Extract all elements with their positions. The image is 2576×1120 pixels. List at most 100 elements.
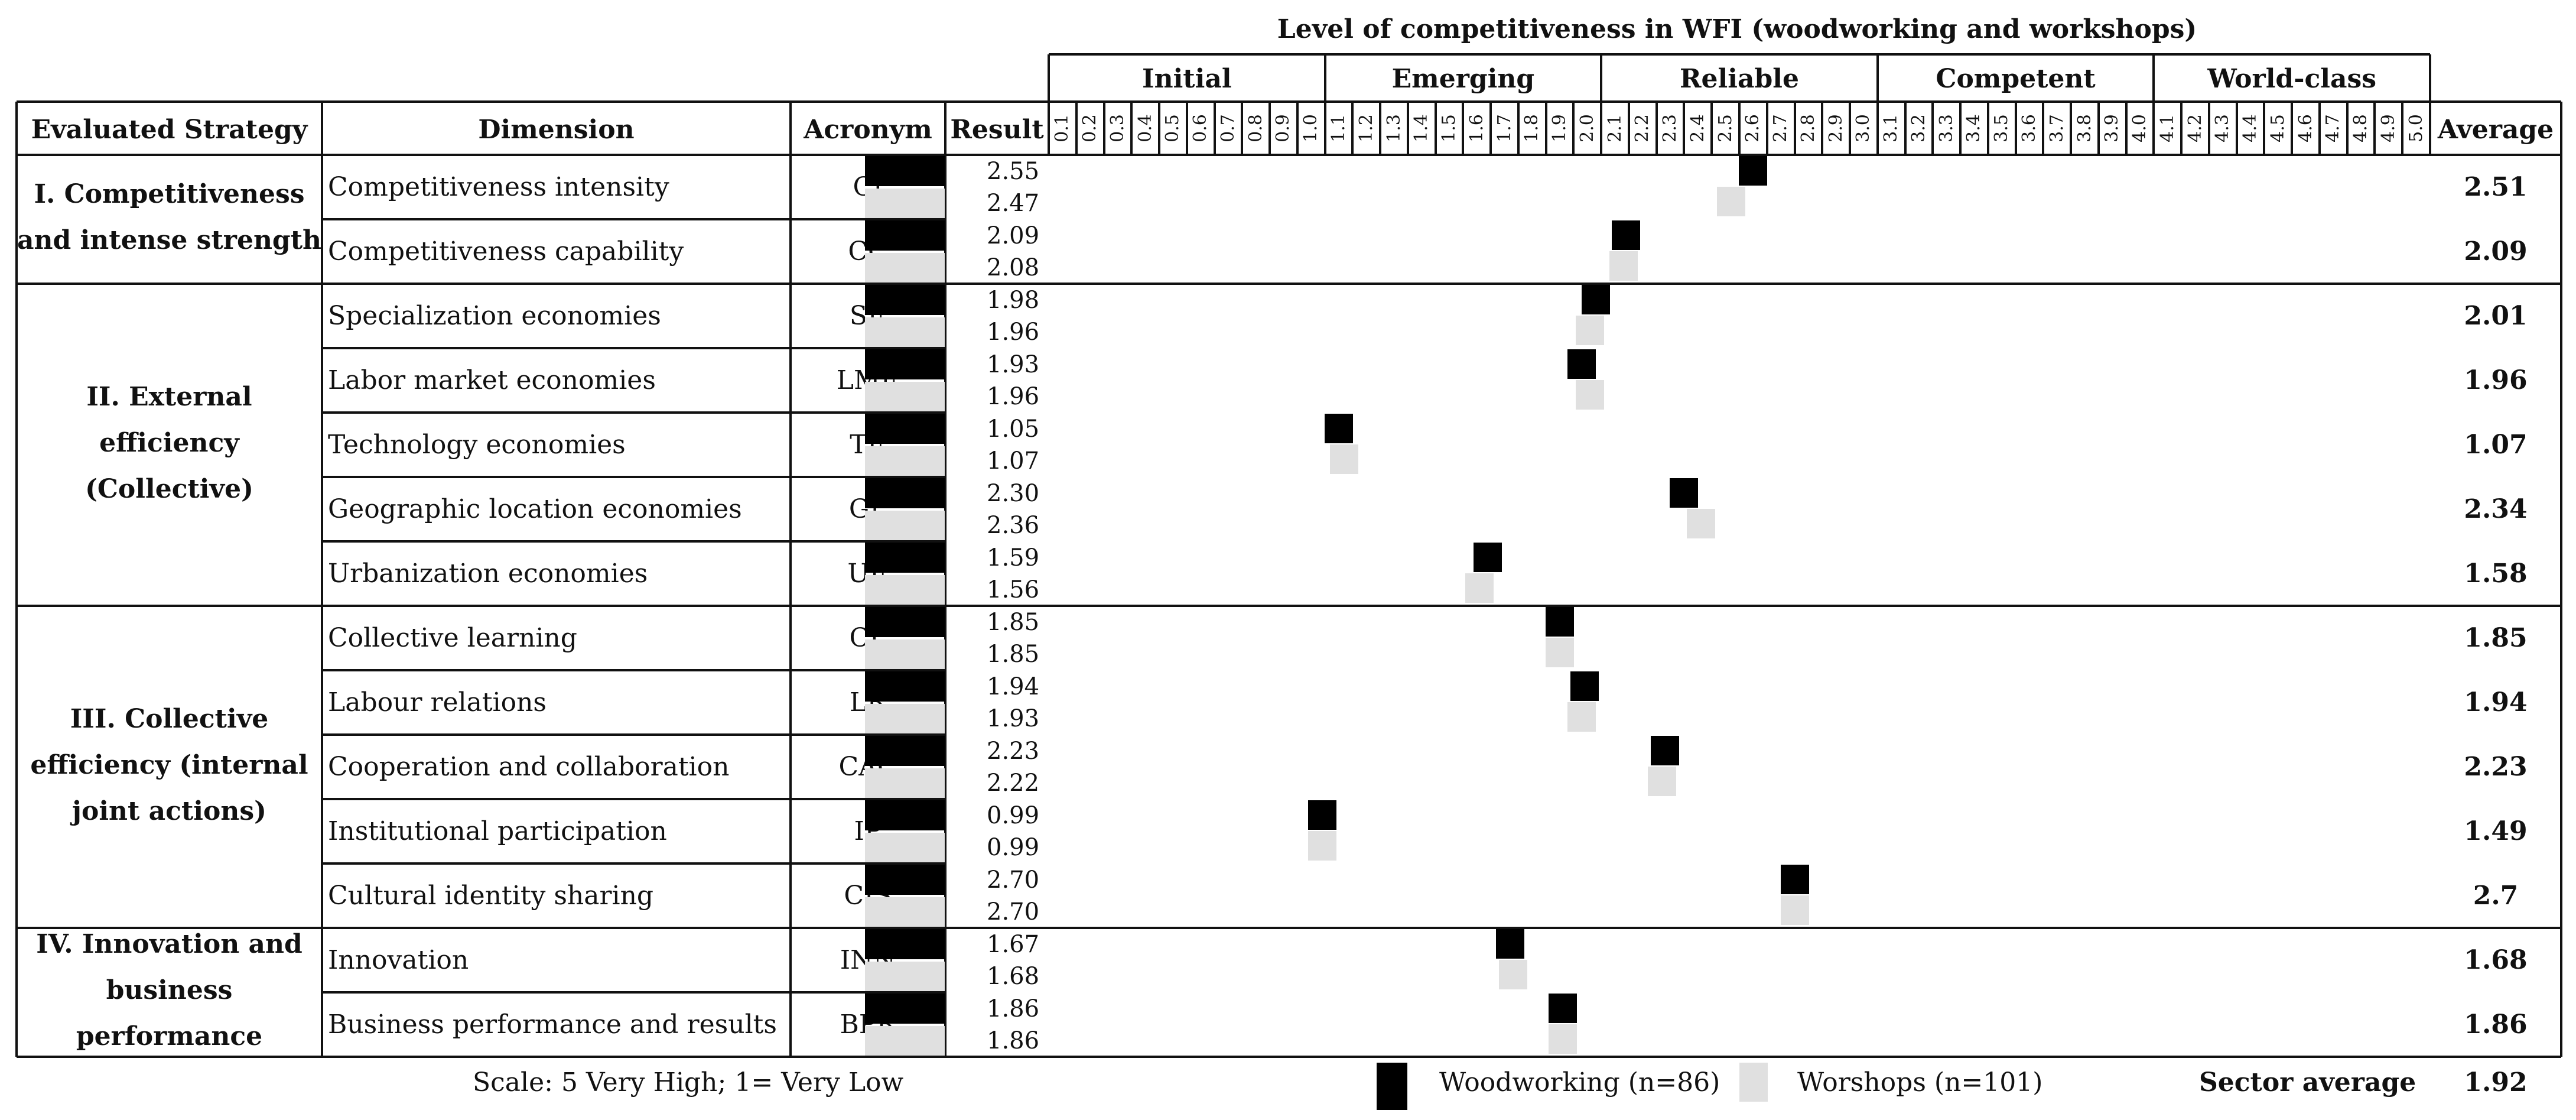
marker-workshops [1716, 187, 1745, 216]
result-workshops: 1.86 [987, 1027, 1040, 1054]
header-acronym: Acronym [804, 115, 932, 145]
grid-line [2207, 102, 2210, 155]
tick-label: 3.8 [2074, 114, 2095, 142]
sector-average-value: 1.92 [2464, 1067, 2528, 1098]
grid-line [1049, 53, 2430, 56]
result-swatch-workshops [865, 897, 945, 927]
grid-line [322, 540, 945, 543]
tick-label: 2.4 [1687, 114, 1708, 142]
grid-line [1600, 102, 1603, 155]
tick-label: 3.2 [1908, 114, 1929, 142]
tick-label: 4.8 [2350, 114, 2372, 142]
result-workshops: 2.70 [987, 898, 1040, 926]
result-swatch-workshops [865, 961, 945, 991]
level-label: Competent [1936, 64, 2096, 94]
result-swatch-woodworking [865, 478, 945, 508]
grid-line [2560, 102, 2562, 1057]
grid-line [2429, 54, 2431, 102]
marker-workshops [1686, 509, 1715, 538]
grid-line [322, 347, 945, 349]
tick-label: 0.8 [1245, 114, 1266, 142]
strategy-label: (Collective) [85, 473, 253, 504]
result-swatch-workshops [865, 510, 945, 540]
grid-line [2152, 54, 2155, 102]
result-woodworking: 2.70 [987, 866, 1040, 894]
tick-label: 4.9 [2377, 114, 2399, 142]
tick-label: 4.7 [2323, 114, 2344, 142]
result-swatch-workshops [865, 574, 945, 605]
tick-label: 1.3 [1383, 114, 1404, 142]
result-swatch-woodworking [865, 800, 945, 830]
marker-woodworking [1650, 736, 1679, 765]
marker-woodworking [1570, 671, 1599, 701]
grid-line [1296, 102, 1299, 155]
average-cell: 2.01 [2464, 300, 2528, 331]
grid-line [1517, 102, 1520, 155]
grid-line [1158, 102, 1161, 155]
result-swatch-workshops [865, 188, 945, 218]
result-woodworking: 1.85 [987, 609, 1040, 636]
result-woodworking: 1.67 [987, 931, 1040, 958]
marker-workshops [1548, 1024, 1577, 1054]
marker-workshops [1567, 702, 1596, 732]
level-label: Emerging [1391, 64, 1535, 94]
tick-label: 4.6 [2295, 114, 2316, 142]
marker-workshops [1576, 316, 1605, 345]
grid-line [2291, 102, 2294, 155]
grid-line [2401, 102, 2404, 155]
header-average: Average [2437, 115, 2554, 145]
result-swatch-woodworking [865, 994, 945, 1024]
result-swatch-woodworking [865, 156, 945, 186]
tick-label: 2.8 [1797, 114, 1819, 142]
result-workshops: 2.36 [987, 512, 1040, 539]
grid-line [1379, 102, 1382, 155]
tick-label: 0.3 [1107, 114, 1128, 142]
dimension-cell: Innovation [328, 944, 469, 975]
grid-line [1048, 54, 1050, 102]
result-swatch-workshops [865, 446, 945, 476]
grid-line [322, 218, 945, 220]
grid-line [1351, 102, 1354, 155]
result-swatch-workshops [865, 381, 945, 411]
grid-line [322, 476, 945, 478]
grid-line [2042, 102, 2045, 155]
marker-woodworking [1495, 929, 1524, 959]
legend-woodworking: Woodworking (n=86) [1439, 1067, 1720, 1098]
tick-label: 1.5 [1439, 114, 1460, 142]
strategy-label: performance [76, 1021, 263, 1051]
dimension-cell: Technology economies [328, 429, 626, 460]
grid-line [2318, 102, 2321, 155]
marker-workshops [1465, 573, 1494, 603]
tick-label: 5.0 [2405, 114, 2427, 142]
grid-line [321, 102, 323, 1057]
dimension-cell: Business performance and results [328, 1009, 777, 1040]
strategy-label: I. Competitiveness [34, 179, 305, 209]
grid-line [1489, 102, 1492, 155]
result-workshops: 0.99 [987, 834, 1040, 861]
marker-woodworking [1670, 478, 1699, 508]
header-dimension: Dimension [478, 115, 635, 145]
grid-line [1765, 102, 1768, 155]
tick-label: 1.8 [1521, 114, 1543, 142]
dimension-cell: Labour relations [328, 687, 547, 718]
result-workshops: 2.08 [987, 254, 1040, 281]
grid-line [2180, 102, 2183, 155]
marker-woodworking [1546, 607, 1575, 637]
marker-workshops [1307, 831, 1336, 861]
result-swatch-workshops [865, 768, 945, 798]
grid-line [2125, 102, 2128, 155]
grid-line [15, 102, 18, 1057]
tick-label: 2.9 [1825, 114, 1846, 142]
average-cell: 1.58 [2464, 558, 2528, 589]
dimension-cell: Geographic location economies [328, 494, 742, 524]
grid-line [1130, 102, 1133, 155]
result-swatch-workshops [865, 317, 945, 347]
tick-label: 0.6 [1190, 114, 1211, 142]
tick-label: 3.1 [1881, 114, 1902, 142]
marker-woodworking [1780, 865, 1809, 894]
average-cell: 1.94 [2464, 687, 2528, 718]
average-cell: 1.96 [2464, 365, 2528, 395]
tick-label: 1.1 [1328, 114, 1349, 142]
result-swatch-woodworking [865, 285, 945, 315]
average-cell: 1.68 [2464, 944, 2528, 975]
